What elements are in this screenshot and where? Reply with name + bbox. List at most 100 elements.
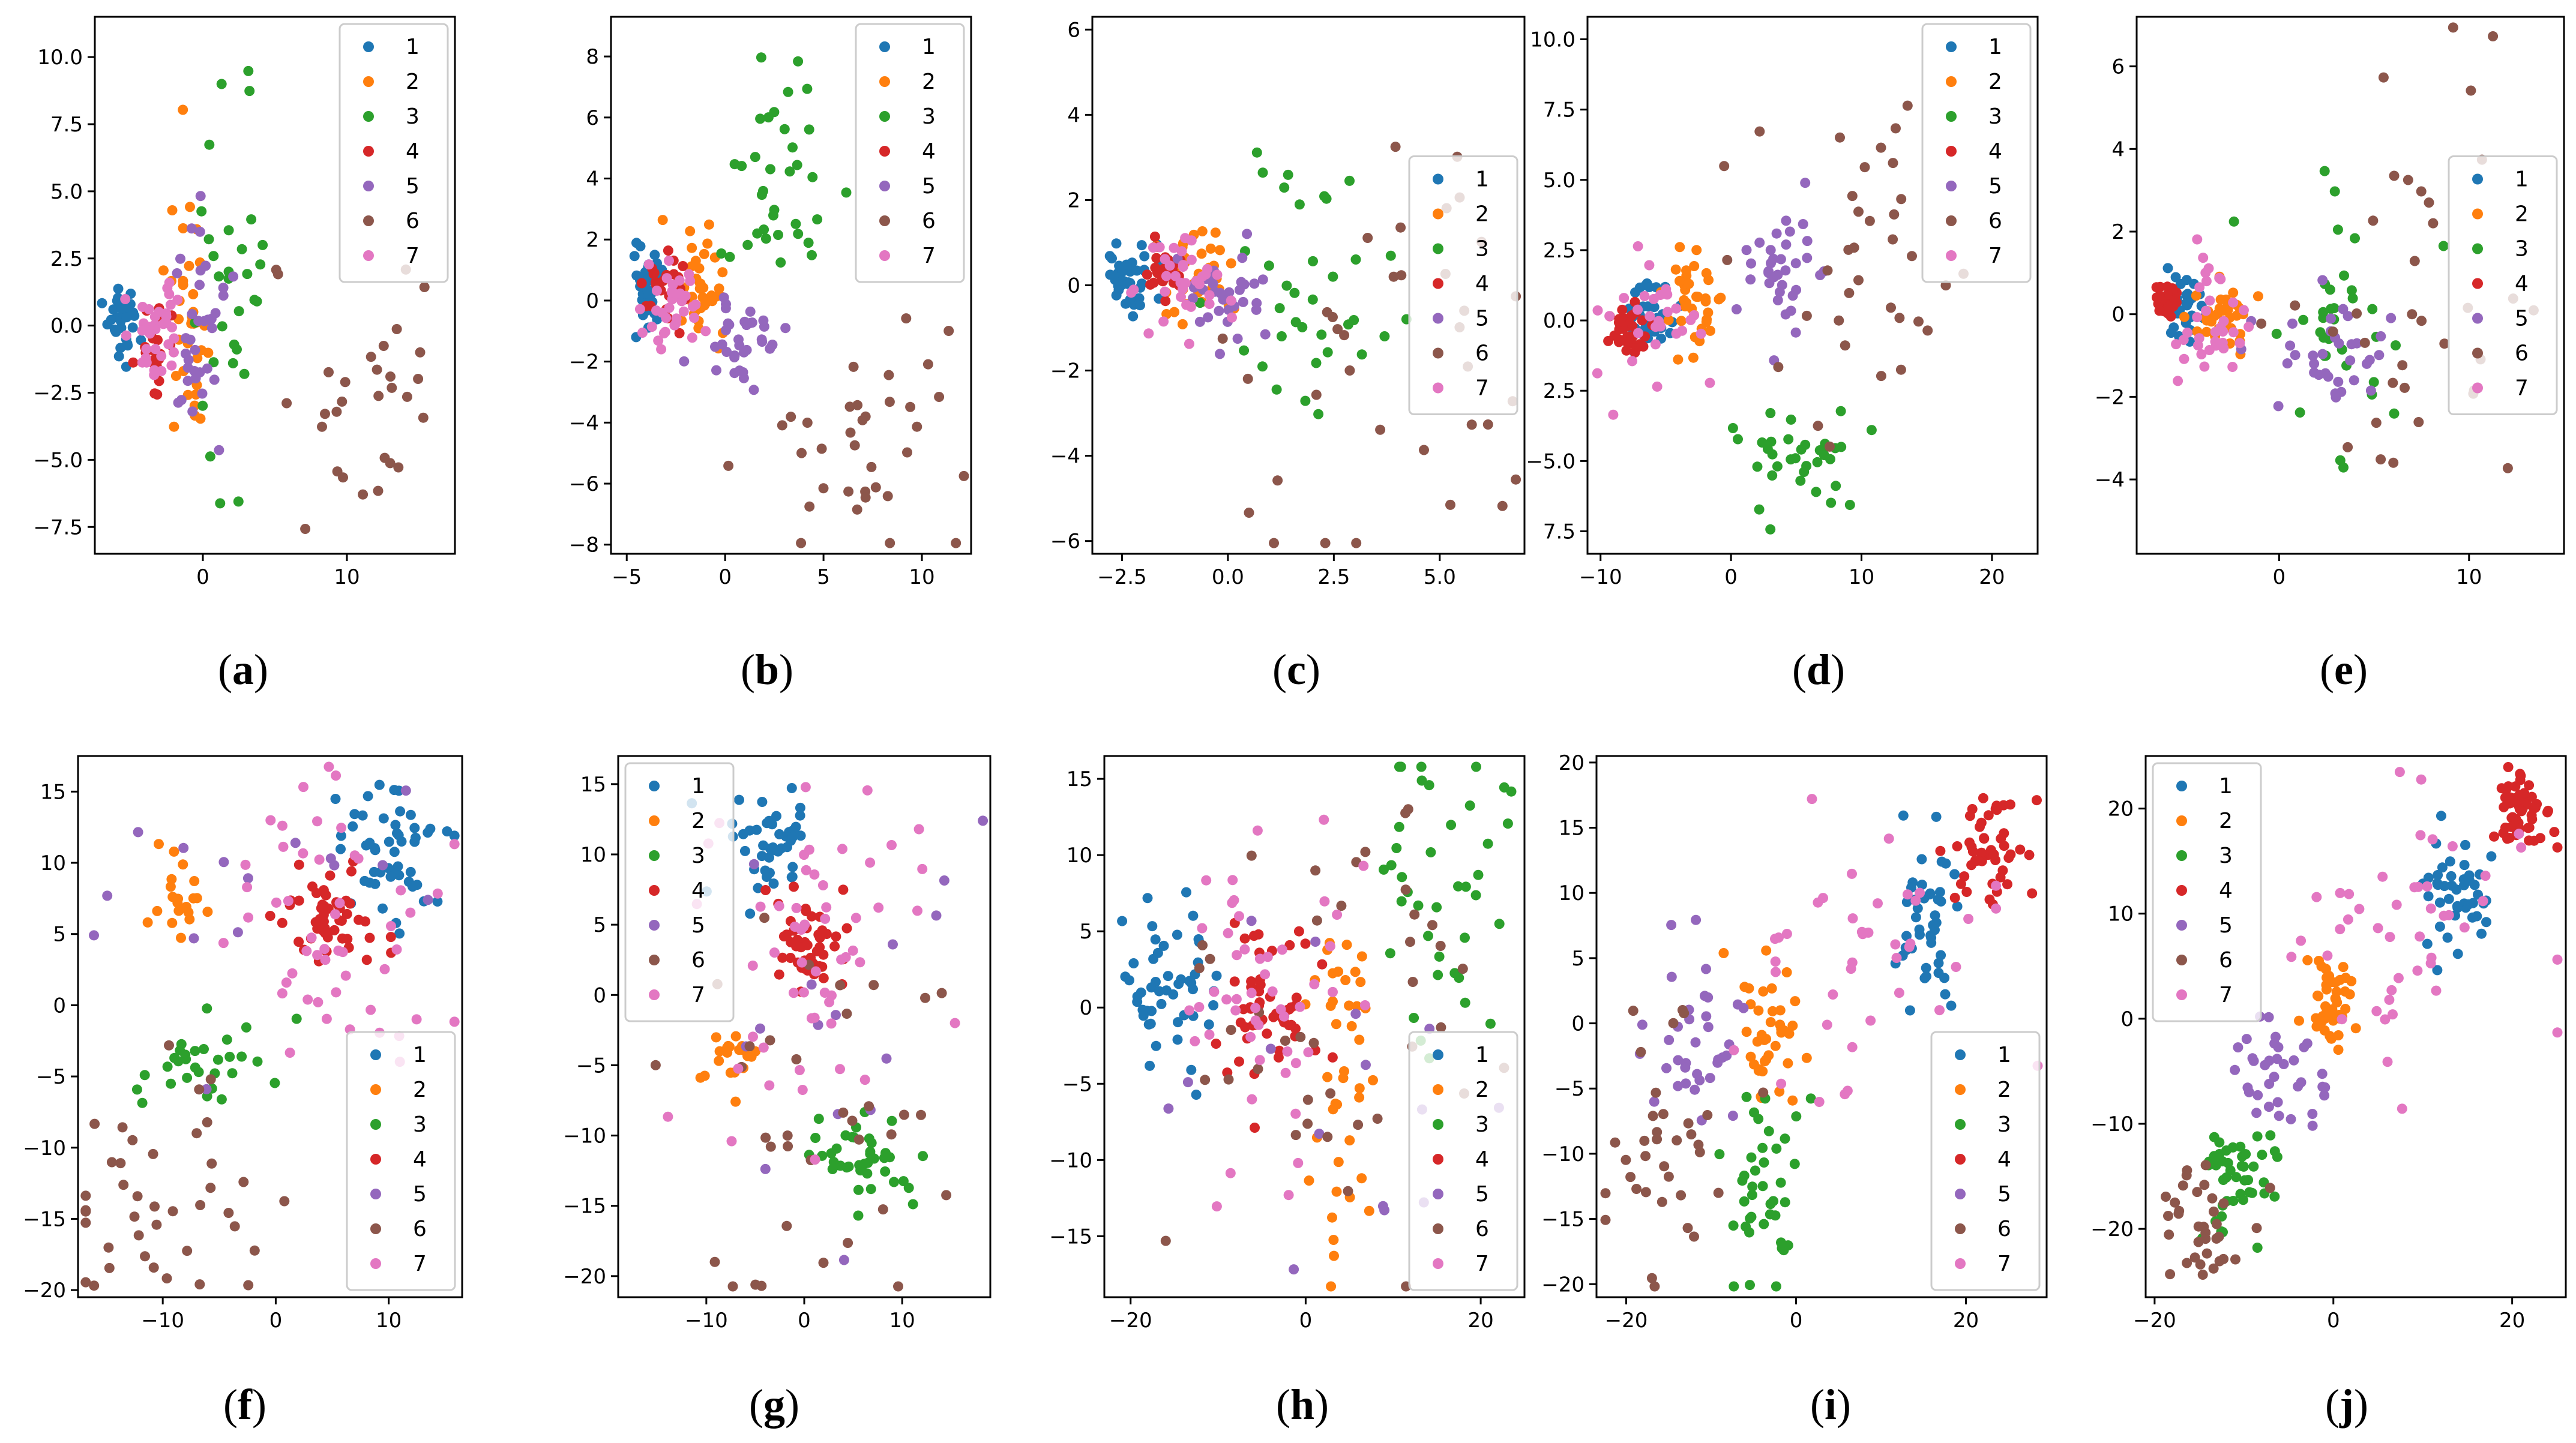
- point-class-7: [1890, 939, 1901, 950]
- point-class-5: [1314, 1129, 1325, 1139]
- point-class-7: [799, 850, 810, 860]
- legend-marker-6: [1946, 215, 1957, 226]
- y-tick-label: −20: [23, 1279, 66, 1303]
- caption-paren-close: ): [1837, 1381, 1851, 1429]
- point-class-2: [1344, 1000, 1355, 1011]
- x-tick-label: 0: [798, 1309, 811, 1333]
- legend-marker-2: [370, 1084, 381, 1095]
- point-class-3: [2235, 1141, 2246, 1152]
- point-class-2: [2228, 287, 2239, 298]
- point-class-5: [2286, 1114, 2296, 1124]
- point-class-5: [2365, 385, 2376, 396]
- legend-marker-7: [1433, 1258, 1443, 1269]
- legend-box: [1408, 155, 1518, 415]
- point-class-6: [912, 421, 922, 432]
- point-class-3: [865, 1148, 876, 1159]
- point-class-1: [336, 844, 346, 854]
- point-class-1: [1910, 912, 1921, 923]
- point-class-7: [313, 997, 324, 1007]
- point-class-7: [1592, 368, 1602, 379]
- point-class-7: [1696, 328, 1706, 339]
- point-class-7: [1160, 286, 1170, 297]
- point-class-3: [1416, 761, 1427, 772]
- caption-letter: h: [1290, 1381, 1314, 1429]
- point-class-7: [1169, 242, 1179, 253]
- caption-paren-open: (: [1272, 646, 1287, 694]
- point-class-7: [826, 1018, 837, 1029]
- point-class-6: [2174, 1205, 2185, 1216]
- caption-paren-open: (: [2325, 1381, 2340, 1429]
- point-class-5: [1246, 916, 1257, 926]
- point-class-2: [2191, 290, 2201, 301]
- point-class-1: [1135, 300, 1145, 311]
- legend-marker-5: [1946, 181, 1957, 191]
- point-class-1: [423, 827, 433, 838]
- legend-marker-7: [1946, 250, 1957, 261]
- point-class-5: [182, 376, 193, 386]
- x-tick-label: −10: [141, 1309, 184, 1333]
- point-class-3: [831, 1143, 842, 1154]
- point-class-2: [717, 267, 728, 278]
- point-class-4: [1273, 1052, 1284, 1063]
- point-class-7: [2386, 985, 2397, 995]
- x-tick-label: 0: [1724, 565, 1738, 589]
- point-class-6: [1244, 508, 1254, 518]
- legend-marker-1: [1433, 173, 1443, 185]
- point-class-1: [1151, 977, 1161, 987]
- point-class-3: [1251, 147, 1262, 158]
- point-class-7: [2239, 305, 2249, 316]
- point-class-6: [783, 1141, 793, 1151]
- point-class-5: [939, 875, 949, 886]
- point-class-4: [1959, 871, 1970, 882]
- point-class-6: [223, 1208, 234, 1218]
- point-class-6: [1322, 1132, 1333, 1142]
- point-class-6: [1864, 215, 1875, 226]
- point-class-7: [1781, 929, 1792, 939]
- point-class-2: [169, 421, 179, 432]
- point-class-2: [1701, 268, 1712, 278]
- point-class-6: [133, 1230, 144, 1241]
- point-class-6: [1200, 1075, 1211, 1085]
- point-class-3: [182, 1072, 193, 1083]
- point-class-7: [298, 848, 308, 859]
- caption-paren-close: ): [252, 1381, 266, 1429]
- data-points: [2161, 762, 2563, 1280]
- point-class-6: [148, 1148, 158, 1159]
- point-class-2: [1328, 1235, 1339, 1245]
- legend-marker-2: [1433, 1084, 1443, 1095]
- point-class-7: [2171, 339, 2182, 350]
- legend-marker-5: [2176, 920, 2187, 931]
- point-class-3: [239, 368, 250, 379]
- point-class-6: [1332, 324, 1343, 335]
- legend-label: 7: [1475, 376, 1489, 401]
- point-class-6: [1913, 316, 1924, 327]
- point-class-7: [331, 770, 342, 781]
- point-class-7: [1627, 356, 1637, 367]
- point-class-3: [214, 271, 224, 282]
- y-tick-label: −15: [1049, 1225, 1092, 1249]
- point-class-6: [1652, 1134, 1663, 1145]
- legend-marker-6: [1955, 1223, 1966, 1234]
- point-class-5: [741, 320, 752, 331]
- point-class-6: [1679, 1008, 1690, 1019]
- point-class-5: [1666, 920, 1677, 931]
- point-class-7: [2394, 767, 2405, 778]
- point-class-6: [2230, 1254, 2240, 1265]
- point-class-3: [768, 210, 778, 221]
- point-class-7: [1209, 986, 1220, 997]
- point-class-2: [2302, 955, 2313, 965]
- point-class-3: [853, 1184, 864, 1195]
- point-class-7: [2335, 924, 2346, 935]
- point-class-1: [1181, 887, 1191, 898]
- point-class-1: [1915, 929, 1925, 940]
- point-class-4: [360, 916, 370, 927]
- point-class-4: [2524, 780, 2535, 791]
- legend-label: 1: [406, 35, 420, 59]
- y-tick-label: 10: [1067, 844, 1092, 868]
- point-class-3: [1460, 997, 1470, 1008]
- point-class-6: [2199, 1180, 2210, 1190]
- legend-label: 3: [922, 104, 936, 129]
- point-class-1: [336, 830, 346, 841]
- point-class-7: [1776, 1078, 1787, 1089]
- caption-paren-close: ): [2353, 646, 2368, 694]
